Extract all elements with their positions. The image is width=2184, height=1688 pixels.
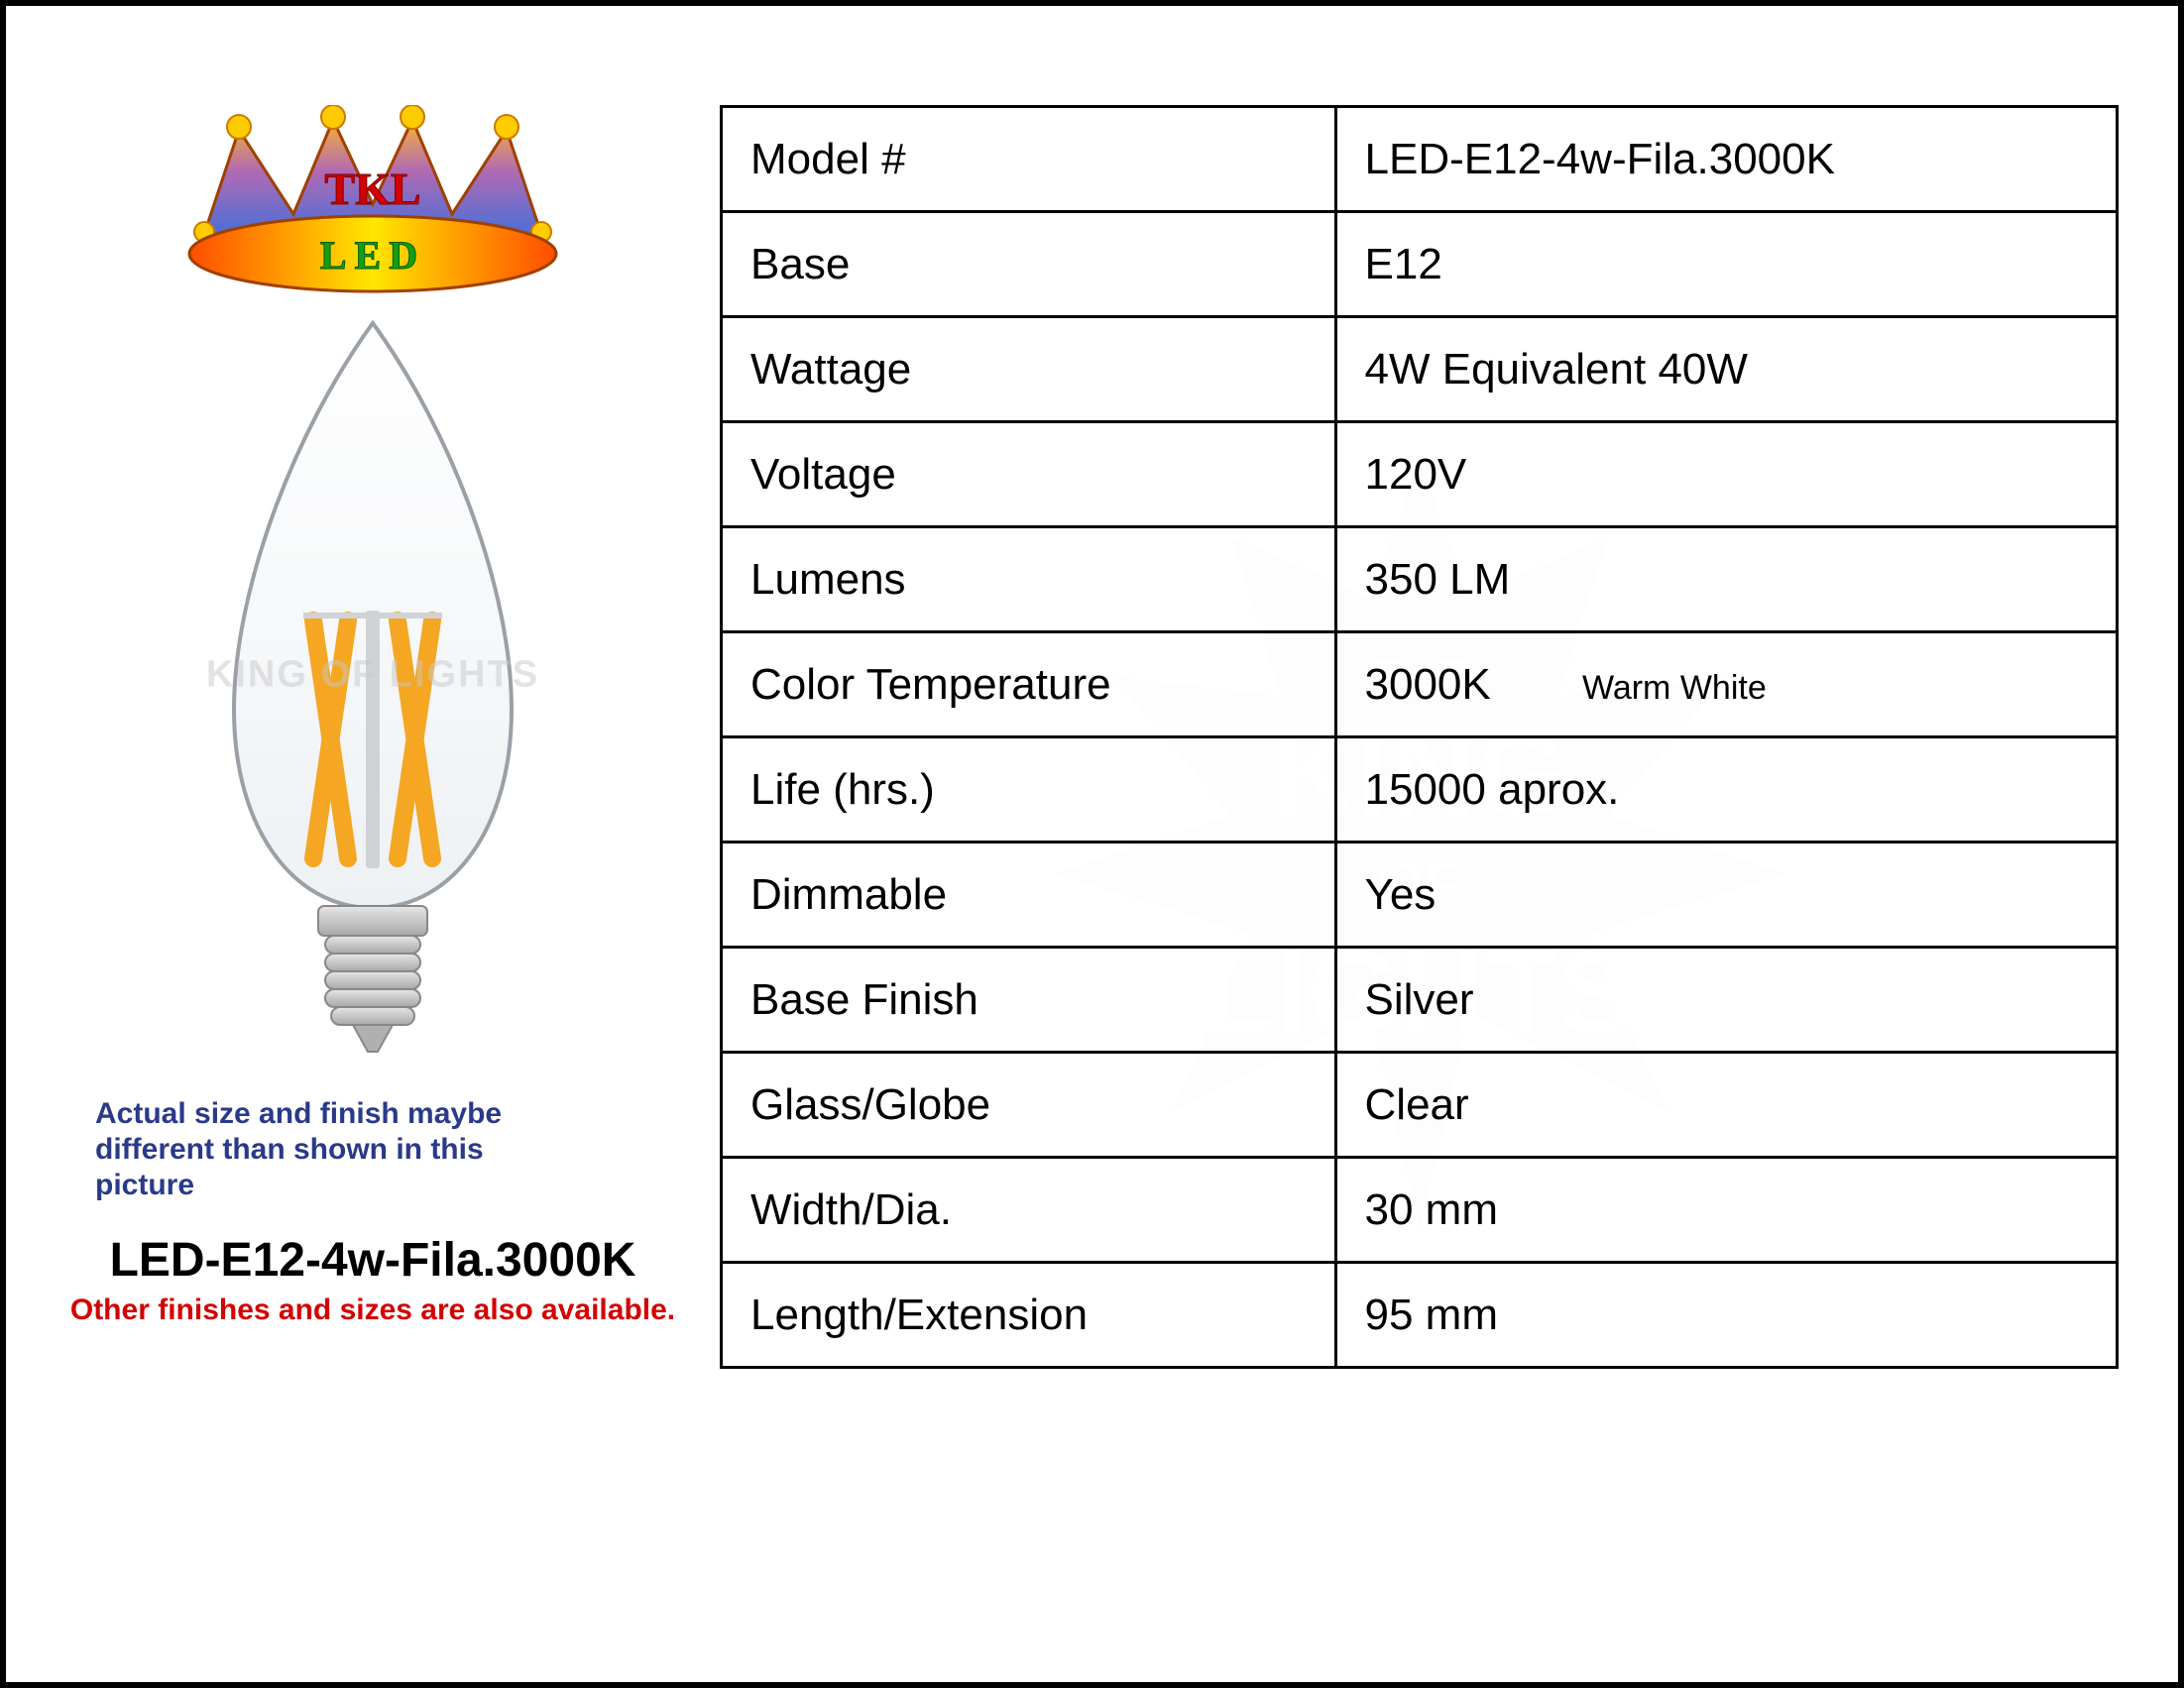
crown-logo: TKL LED: [165, 105, 581, 303]
page: TKL LED: [0, 0, 2184, 1688]
spec-value: Clear: [1335, 1053, 2117, 1158]
spec-label: Glass/Globe: [722, 1053, 1336, 1158]
table-row: Wattage 4W Equivalent 40W: [722, 317, 2118, 422]
spec-table: Model # LED-E12-4w-Fila.3000K Base E12 W…: [720, 105, 2119, 1369]
table-row: Dimmable Yes: [722, 843, 2118, 948]
bulb-illustration: KING OF LIGHTS: [204, 313, 541, 1067]
left-column: TKL LED: [65, 85, 680, 1603]
table-row: Model # LED-E12-4w-Fila.3000K: [722, 107, 2118, 212]
table-row: Width/Dia. 30 mm: [722, 1158, 2118, 1263]
spec-label: Base: [722, 212, 1336, 317]
spec-value: 95 mm: [1335, 1263, 2117, 1368]
spec-value: LED-E12-4w-Fila.3000K: [1335, 107, 2117, 212]
spec-label: Color Temperature: [722, 632, 1336, 737]
table-row: Base Finish Silver: [722, 948, 2118, 1053]
spec-label: Model #: [722, 107, 1336, 212]
spec-label: Width/Dia.: [722, 1158, 1336, 1263]
table-row: Color Temperature 3000K Warm White: [722, 632, 2118, 737]
table-row: Base E12: [722, 212, 2118, 317]
ct-value: 3000K: [1365, 660, 1491, 709]
spec-value: 30 mm: [1335, 1158, 2117, 1263]
spec-label: Lumens: [722, 527, 1336, 632]
table-row: Lumens 350 LM: [722, 527, 2118, 632]
table-row: Voltage 120V: [722, 422, 2118, 527]
right-column: THE KING OF LIGHTS Model # LED-E12-4w-Fi…: [720, 85, 2119, 1603]
spec-label: Voltage: [722, 422, 1336, 527]
spec-value: E12: [1335, 212, 2117, 317]
spec-value: 120V: [1335, 422, 2117, 527]
table-row: Length/Extension 95 mm: [722, 1263, 2118, 1368]
spec-value: 4W Equivalent 40W: [1335, 317, 2117, 422]
spec-label: Wattage: [722, 317, 1336, 422]
spec-value: Yes: [1335, 843, 2117, 948]
table-row: Glass/Globe Clear: [722, 1053, 2118, 1158]
spec-value: 350 LM: [1335, 527, 2117, 632]
ct-extra: Warm White: [1582, 669, 1767, 707]
spec-label: Dimmable: [722, 843, 1336, 948]
logo-top-text: TKL: [324, 164, 420, 214]
table-row: Life (hrs.) 15000 aprox.: [722, 737, 2118, 843]
product-title: LED-E12-4w-Fila.3000K: [110, 1233, 636, 1288]
spec-value: Silver: [1335, 948, 2117, 1053]
spec-label: Life (hrs.): [722, 737, 1336, 843]
finishes-note: Other finishes and sizes are also availa…: [70, 1294, 675, 1327]
spec-label: Base Finish: [722, 948, 1336, 1053]
disclaimer-text: Actual size and finish maybe different t…: [95, 1096, 571, 1203]
logo-bottom-text: LED: [320, 233, 425, 278]
spec-label: Length/Extension: [722, 1263, 1336, 1368]
spec-value: 3000K Warm White: [1335, 632, 2117, 737]
spec-value: 15000 aprox.: [1335, 737, 2117, 843]
